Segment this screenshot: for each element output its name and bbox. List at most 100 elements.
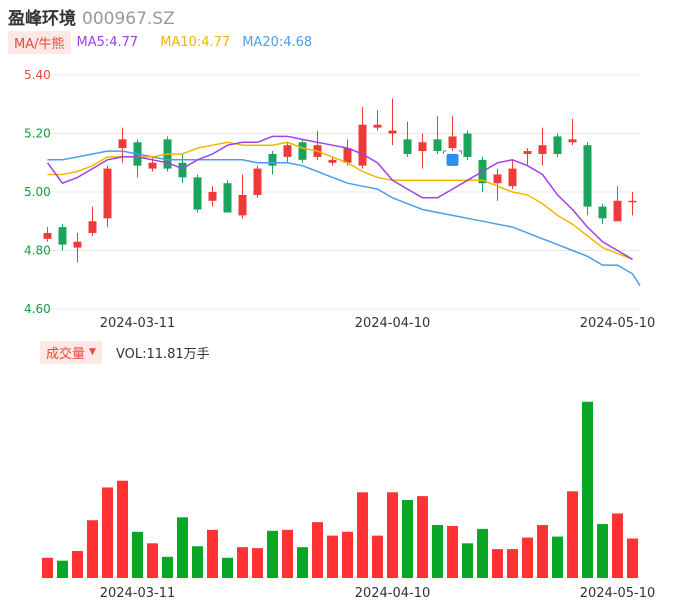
volume-bar bbox=[432, 525, 443, 578]
candle-body bbox=[388, 130, 397, 134]
candle bbox=[418, 133, 427, 169]
candle-body bbox=[178, 162, 187, 178]
candle bbox=[298, 139, 307, 163]
candle-body bbox=[598, 206, 607, 219]
volume-bar bbox=[357, 492, 368, 578]
volume-bar bbox=[492, 549, 503, 578]
candle-body bbox=[208, 192, 217, 201]
candle-body bbox=[583, 145, 592, 207]
volume-x-tick-label: 2024-04-10 bbox=[355, 586, 431, 601]
y-tick-label: 4.60 bbox=[24, 302, 51, 316]
candle bbox=[568, 118, 577, 146]
candle-body bbox=[253, 168, 262, 195]
volume-bar bbox=[537, 525, 548, 578]
candle-body bbox=[373, 124, 382, 128]
candle-body bbox=[148, 162, 157, 169]
volume-bar bbox=[162, 556, 173, 578]
candle-body bbox=[508, 168, 517, 187]
volume-bar bbox=[117, 480, 128, 578]
candle-body bbox=[328, 159, 337, 163]
volume-bar bbox=[132, 531, 143, 578]
volume-bar bbox=[177, 517, 188, 578]
volume-bar bbox=[477, 528, 488, 578]
volume-bar bbox=[417, 496, 428, 578]
candle bbox=[508, 159, 517, 190]
candle-body bbox=[223, 183, 232, 213]
stock-header: 盈峰环境 000967.SZ bbox=[8, 4, 175, 29]
volume-bar bbox=[282, 529, 293, 578]
event-marker-bracket bbox=[443, 150, 462, 154]
volume-bar bbox=[597, 524, 608, 578]
volume-indicator-label: 成交量 bbox=[46, 346, 86, 362]
volume-bar bbox=[462, 543, 473, 578]
candle bbox=[433, 115, 442, 154]
volume-bar bbox=[312, 522, 323, 578]
volume-bar bbox=[402, 499, 413, 578]
volume-indicator-dropdown[interactable]: 成交量 ▼ bbox=[40, 340, 102, 364]
volume-bar bbox=[147, 543, 158, 578]
candle bbox=[58, 224, 67, 251]
candle-body bbox=[448, 136, 457, 149]
candle bbox=[583, 142, 592, 216]
candle-body bbox=[613, 200, 622, 222]
volume-bar bbox=[222, 557, 233, 578]
volume-bar bbox=[87, 520, 98, 578]
candle-body bbox=[73, 241, 82, 248]
caret-down-icon: ▼ bbox=[89, 347, 96, 357]
candle bbox=[538, 127, 547, 166]
volume-bar bbox=[372, 535, 383, 578]
volume-bar bbox=[57, 560, 68, 578]
ma10-value: MA10:4.77 bbox=[160, 34, 231, 50]
candle bbox=[223, 180, 232, 213]
candle bbox=[328, 156, 337, 166]
candle bbox=[313, 130, 322, 160]
volume-x-tick-label: 2024-03-11 bbox=[100, 586, 176, 601]
candle-body bbox=[538, 145, 547, 154]
candle-body bbox=[493, 174, 502, 184]
candle bbox=[403, 121, 412, 157]
candle bbox=[43, 227, 52, 242]
volume-bar bbox=[552, 536, 563, 578]
y-tick-label: 5.00 bbox=[24, 185, 51, 199]
ma-legend: MA/牛熊 MA5:4.77 MA10:4.77 MA20:4.68 bbox=[8, 30, 312, 54]
candle-body bbox=[268, 153, 277, 166]
volume-bar bbox=[627, 538, 638, 578]
candle bbox=[133, 139, 142, 178]
candle bbox=[373, 110, 382, 131]
candle-body bbox=[433, 139, 442, 152]
event-marker-box bbox=[446, 153, 459, 166]
candle-body bbox=[358, 124, 367, 166]
volume-bar bbox=[327, 535, 338, 578]
volume-bar bbox=[207, 529, 218, 578]
candle-body bbox=[118, 139, 127, 149]
volume-bar bbox=[267, 530, 278, 578]
y-tick-label: 5.40 bbox=[24, 68, 51, 82]
ma-indicator-tag[interactable]: MA/牛熊 bbox=[8, 30, 71, 54]
volume-bar bbox=[567, 491, 578, 578]
candle bbox=[448, 115, 457, 152]
ma20-line bbox=[47, 150, 641, 287]
candle bbox=[553, 133, 562, 157]
ma20-value: MA20:4.68 bbox=[242, 34, 313, 50]
candle-body bbox=[193, 177, 202, 210]
ma10-line bbox=[47, 141, 633, 260]
candle-body bbox=[568, 139, 577, 143]
stock-code: 000967.SZ bbox=[82, 9, 175, 29]
y-tick-label: 4.80 bbox=[24, 244, 51, 258]
candle bbox=[238, 174, 247, 219]
candle-body bbox=[238, 194, 247, 216]
candle-body bbox=[283, 145, 292, 157]
candle-body bbox=[403, 139, 412, 154]
candle bbox=[208, 186, 217, 207]
candle bbox=[193, 174, 202, 213]
candle bbox=[73, 232, 82, 263]
candle-body bbox=[628, 200, 637, 203]
candle bbox=[628, 192, 637, 216]
ma5-line bbox=[46, 135, 633, 260]
stock-name: 盈峰环境 bbox=[8, 9, 76, 29]
candle-body bbox=[43, 232, 52, 239]
x-tick-label: 2024-04-10 bbox=[355, 316, 431, 331]
candle bbox=[478, 156, 487, 192]
candle-body bbox=[298, 142, 307, 160]
